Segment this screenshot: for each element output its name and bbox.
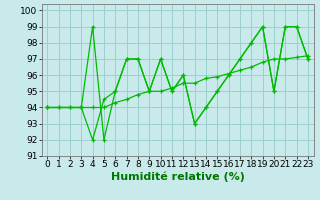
X-axis label: Humidité relative (%): Humidité relative (%) — [111, 172, 244, 182]
